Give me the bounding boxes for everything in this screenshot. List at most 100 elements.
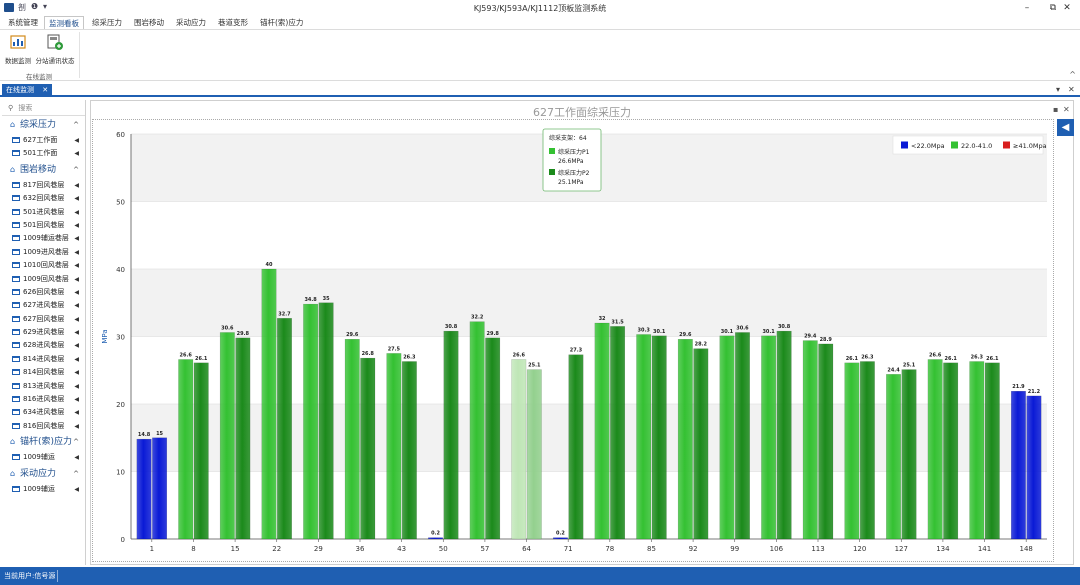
sidebar-item-rock-7[interactable]: 1009回风巷层 ◀ — [2, 273, 85, 286]
caret-left-icon: ◀ — [74, 208, 79, 216]
sidebar-item-rock-8[interactable]: 626回风巷层 ◀ — [2, 286, 85, 299]
sidebar-item-label: 627工作面 — [23, 136, 58, 144]
sidebar-item-rock-16[interactable]: 816进风巷层 ◀ — [2, 393, 85, 406]
sidebar-item-stress-1009[interactable]: 1009辅运 ◀ — [2, 483, 85, 496]
restore-button[interactable]: ⧉ — [1049, 3, 1057, 13]
caret-left-icon: ◀ — [74, 235, 79, 243]
sidebar-item-rock-14[interactable]: 814回风巷层 ◀ — [2, 366, 85, 379]
menu-bolt-stress[interactable]: 锚杆(索)应力 — [260, 18, 304, 27]
table-icon — [12, 485, 20, 492]
sidebar-item-rock-12[interactable]: 628进风巷层 ◀ — [2, 339, 85, 352]
sidebar-item-rock-4[interactable]: 1009辅运巷层 ◀ — [2, 232, 85, 245]
minimize-button[interactable]: – — [1024, 3, 1030, 13]
tooltip-p2-name: 综采压力P2 — [558, 169, 590, 177]
menu-monitoring-board[interactable]: 监测看板 — [44, 16, 84, 29]
x-tick-label: 71 — [564, 545, 573, 553]
sidebar-item-rock-13[interactable]: 814进风巷层 ◀ — [2, 353, 85, 366]
y-tick-label: 10 — [116, 469, 125, 477]
home-icon: ⌂ — [10, 164, 16, 174]
info-icon[interactable]: ❶ — [31, 2, 39, 11]
caret-left-icon: ◀ — [74, 150, 79, 158]
sidebar-item-rock-6[interactable]: 1010回风巷层 ◀ — [2, 259, 85, 272]
sidebar-group-bolt-stress[interactable]: ⌂ 锚杆(索)应力 ^ — [2, 433, 85, 451]
legend-swatch — [1003, 141, 1010, 149]
menu-mining-pressure[interactable]: 综采压力 — [92, 18, 122, 27]
sidebar-item-501[interactable]: 501工作面 ◀ — [2, 147, 85, 160]
search-input[interactable]: ⚲ 搜索 — [2, 100, 85, 116]
bar-value-label: 29.6 — [346, 332, 359, 338]
bar-value-label: 35 — [323, 296, 330, 302]
home-icon: ⌂ — [10, 120, 16, 129]
close-window-button[interactable]: ✕ — [1063, 3, 1071, 13]
menu-mining-stress[interactable]: 采动应力 — [176, 18, 206, 27]
x-tick-label: 113 — [811, 545, 824, 553]
bar-value-label: 30.1 — [653, 329, 666, 335]
bar-value-label: 29.4 — [804, 334, 817, 340]
table-icon — [12, 396, 20, 403]
sidebar-item-label: 816回风巷层 — [23, 421, 65, 430]
bar-1-s1 — [136, 438, 152, 540]
bar-value-label: 32 — [599, 316, 606, 322]
sidebar-item-rock-11[interactable]: 629进风巷层 ◀ — [2, 326, 85, 339]
bar-22-s2 — [277, 318, 292, 540]
home-icon: ⌂ — [10, 437, 16, 447]
caret-left-icon: ◀ — [74, 248, 79, 256]
bar-71-s1 — [552, 537, 568, 540]
sidebar-group-rock-movement[interactable]: ⌂ 围岩移动 ^ — [2, 161, 85, 179]
bar-value-label: 32.7 — [278, 311, 291, 317]
sidebar-item-rock-0[interactable]: 817回风巷层 ◀ — [2, 179, 85, 192]
caret-left-icon: ◀ — [74, 409, 79, 417]
tab-online-monitoring[interactable]: 在线监测 ✕ — [2, 84, 53, 97]
bar-29-s2 — [318, 302, 334, 540]
sidebar-item-label: 626回风巷层 — [23, 287, 65, 296]
bar-value-label: 14.8 — [138, 432, 151, 438]
bar-value-label: 26.1 — [986, 356, 999, 362]
sidebar-item-bolt-1009[interactable]: 1009辅运 ◀ — [2, 451, 85, 464]
table-icon — [12, 342, 20, 349]
ribbon-collapse-icon[interactable]: ^ — [1069, 70, 1076, 79]
sidebar-item-rock-5[interactable]: 1009进风巷层 ◀ — [2, 246, 85, 259]
sidebar-group-mining-stress[interactable]: ⌂ 采动应力 ^ — [2, 465, 85, 483]
sidebar-item-rock-17[interactable]: 634进风巷层 ◀ — [2, 406, 85, 419]
chevron-up-icon: ^ — [73, 438, 79, 447]
app-icon[interactable] — [4, 3, 14, 12]
legend-label: ≥41.0Mpa — [1013, 142, 1047, 150]
tab-close-icon[interactable]: ✕ — [42, 86, 49, 94]
sidebar-item-rock-1[interactable]: 632回风巷层 ◀ — [2, 192, 85, 205]
nav-back-button[interactable]: ◀ — [1057, 119, 1074, 136]
sidebar-item-rock-18[interactable]: 816回风巷层 ◀ — [2, 420, 85, 433]
legend-label: <22.0Mpa — [911, 142, 945, 150]
x-tick-label: 92 — [689, 545, 698, 553]
sidebar-item-rock-10[interactable]: 627回风巷层 ◀ — [2, 313, 85, 326]
bar-134-s1 — [927, 359, 943, 540]
sidebar-item-rock-2[interactable]: 501进风巷层 ◀ — [2, 206, 85, 219]
pin-icon[interactable]: ▪ — [1053, 105, 1059, 114]
sidebar-item-rock-9[interactable]: 627进风巷层 ◀ — [2, 299, 85, 312]
caret-left-icon: ◀ — [74, 369, 79, 377]
bar-value-label: 26.3 — [971, 354, 984, 360]
x-tick-label: 85 — [647, 545, 656, 553]
bar-value-label: 29.8 — [237, 331, 250, 337]
bar-value-label: 26.6 — [180, 352, 193, 358]
bar-29-s1 — [303, 303, 319, 540]
bar-64-s2 — [526, 369, 542, 540]
sidebar-item-627[interactable]: 627工作面 ◀ — [2, 134, 85, 147]
search-icon-glyph: ⚲ — [8, 104, 14, 112]
tab-list-dropdown-icon[interactable]: ▾ — [1056, 85, 1061, 94]
data-monitoring-button[interactable]: 数据监测 — [0, 33, 36, 67]
sidebar-item-label: 814回风巷层 — [23, 368, 65, 377]
menu-roadway-deformation[interactable]: 巷道变形 — [218, 18, 248, 27]
quick-access-dropdown-icon[interactable]: ▾ — [43, 2, 48, 11]
y-tick-label: 40 — [116, 266, 125, 274]
bar-43-s2 — [401, 361, 417, 540]
station-comm-status-button[interactable]: 分站通讯状态 — [34, 33, 76, 67]
menu-system-management[interactable]: 系统管理 — [8, 18, 38, 27]
panel-close-icon[interactable]: ✕ — [1063, 105, 1070, 114]
sidebar-group-mining-pressure[interactable]: ⌂ 综采压力 ^ — [2, 116, 85, 134]
sidebar-item-rock-3[interactable]: 501回风巷层 ◀ — [2, 219, 85, 232]
sidebar-item-rock-15[interactable]: 813进风巷层 ◀ — [2, 380, 85, 393]
quick-save-icon[interactable]: 㓢 — [18, 3, 26, 12]
tab-strip-close-icon[interactable]: ✕ — [1068, 85, 1075, 94]
menu-rock-movement[interactable]: 围岩移动 — [134, 18, 164, 27]
table-icon — [12, 302, 20, 309]
